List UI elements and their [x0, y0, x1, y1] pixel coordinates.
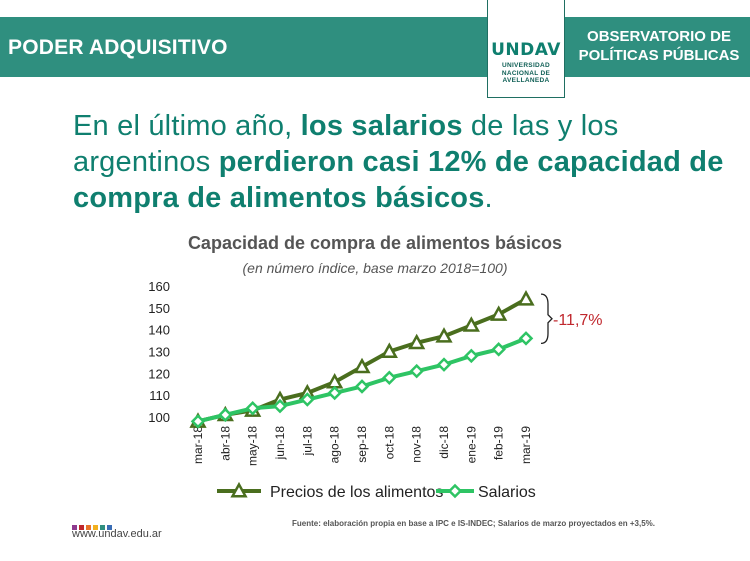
- series-point-triangle: [408, 333, 426, 350]
- x-tick-label: jul-18: [300, 426, 314, 457]
- logo-subtitle: UNIVERSIDAD NACIONAL DE AVELLANEDA: [488, 62, 564, 85]
- logo-sub-line-3: AVELLANEDA: [502, 77, 550, 84]
- y-tick-label: 120: [148, 366, 170, 381]
- series-point-diamond: [382, 370, 397, 385]
- section-title: PODER ADQUISITIVO: [8, 36, 228, 59]
- footer-color-dots: [72, 517, 114, 535]
- series-point-diamond: [218, 407, 233, 423]
- org-name-line-1: OBSERVATORIO DE: [587, 28, 731, 45]
- x-tick-label: may-18: [246, 426, 260, 466]
- y-tick-label: 130: [148, 345, 170, 360]
- x-tick-label: sep-18: [355, 426, 369, 463]
- headline-part-2: de las y los argentinos: [73, 110, 619, 178]
- headline-bold-2: perdieron casi 12% de capacidad de compr…: [73, 146, 724, 214]
- logo-sub-line-1: UNIVERSIDAD: [501, 62, 551, 69]
- x-tick-label: ago-18: [328, 426, 342, 464]
- headline: En el último año, los salarios de las y …: [73, 108, 743, 216]
- x-tick-label: feb-19: [492, 426, 506, 460]
- logo-mark: UNDAV: [491, 40, 561, 60]
- series-point-triangle: [462, 316, 480, 332]
- x-tick-label: oct-18: [382, 426, 396, 460]
- series-point-diamond: [272, 398, 288, 414]
- footer-url[interactable]: www.undav.edu.ar: [72, 528, 162, 540]
- y-tick-label: 150: [148, 301, 170, 316]
- series-point-triangle: [380, 342, 398, 358]
- series-point-triangle: [517, 290, 535, 306]
- legend-marker-prices: [230, 481, 248, 498]
- undav-logo: UNDAV UNIVERSIDAD NACIONAL DE AVELLANEDA: [487, 0, 565, 98]
- legend-marker-salaries: [447, 483, 463, 499]
- y-tick-label: 160: [148, 279, 170, 294]
- series-point-diamond: [491, 342, 506, 357]
- headline-bold-1: los salarios: [300, 110, 463, 142]
- org-name-line-2: POLÍTICAS PÚBLICAS: [578, 47, 740, 64]
- headline-part-1: En el último año,: [73, 110, 301, 142]
- x-tick-label: nov-18: [410, 426, 424, 463]
- footer-dot: [86, 525, 91, 530]
- footer-dot: [79, 525, 84, 530]
- x-tick-label: ene-19: [464, 426, 478, 464]
- y-tick-label: 100: [148, 410, 170, 425]
- legend-label-prices: Precios de los alimentos: [270, 484, 443, 501]
- x-tick-label: jun-18: [273, 426, 287, 461]
- series-point-diamond: [464, 348, 479, 364]
- chart-title: Capacidad de compra de alimentos básicos: [187, 233, 563, 253]
- y-tick-label: 140: [148, 323, 170, 338]
- footer-source: Fuente: elaboración propia en base a IPC…: [292, 519, 655, 528]
- series-point-diamond: [409, 363, 424, 379]
- series-point-triangle: [435, 327, 453, 343]
- series-point-diamond: [300, 392, 315, 407]
- footer-dot: [72, 525, 77, 530]
- footer-dot: [107, 525, 112, 530]
- footer-dot: [100, 525, 105, 530]
- series-point-diamond: [436, 357, 452, 372]
- x-tick-label: mar-18: [191, 426, 205, 464]
- header-bar: [0, 17, 750, 77]
- headline-part-3: .: [484, 182, 493, 214]
- y-tick-label: 110: [149, 388, 170, 403]
- series-point-diamond: [190, 414, 206, 429]
- series-point-triangle: [490, 305, 508, 321]
- x-tick-label: mar-19: [519, 426, 533, 464]
- org-name: OBSERVATORIO DE POLÍTICAS PÚBLICAS: [573, 27, 745, 65]
- series-point-diamond: [327, 385, 342, 401]
- logo-sub-line-2: NACIONAL DE: [501, 69, 551, 77]
- series-point-triangle: [353, 357, 371, 374]
- x-tick-label: dic-18: [437, 426, 451, 459]
- x-tick-label: abr-18: [218, 426, 232, 461]
- series-point-diamond: [518, 331, 534, 346]
- line-chart: 100 110 120 130 140 150 160 mar-18 abr-18 may-18 j…: [148, 279, 603, 501]
- chart-subtitle: (en número índice, base marzo 2018=100): [242, 260, 508, 276]
- legend-label-salaries: Salarios: [478, 484, 536, 501]
- series-point-diamond: [245, 401, 260, 416]
- series-point-diamond: [354, 379, 370, 394]
- footer-dot: [93, 525, 98, 530]
- difference-bracket: [540, 293, 553, 345]
- difference-annotation: -11,7%: [553, 312, 603, 329]
